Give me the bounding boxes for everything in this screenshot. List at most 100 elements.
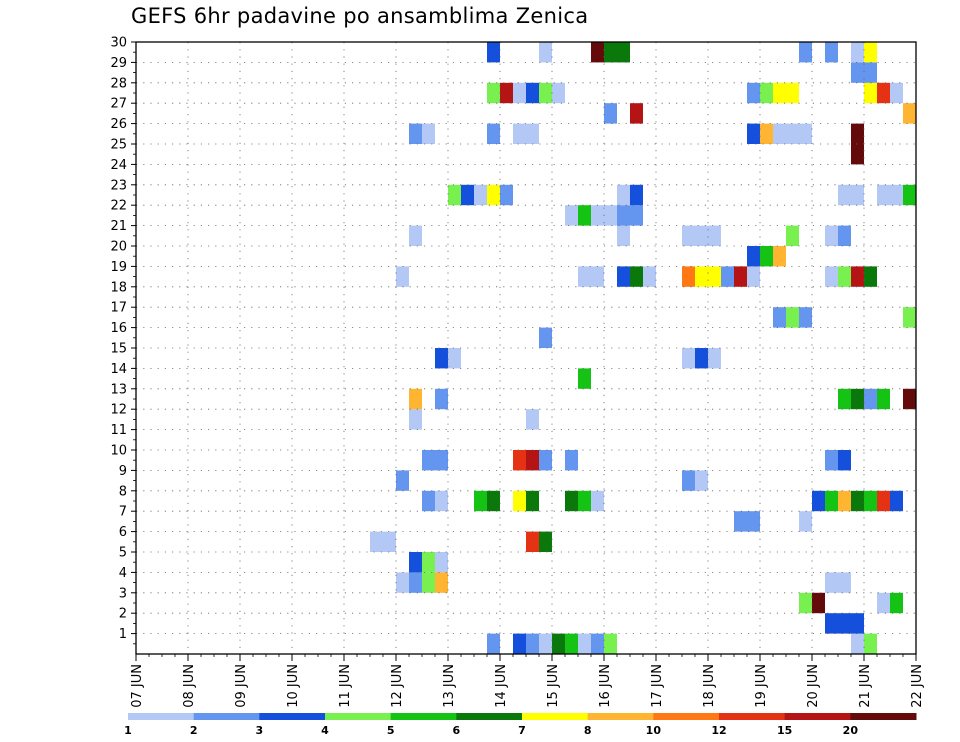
precip-cell — [604, 103, 617, 124]
color-legend: 1 2 3 4 5 6 7 8 10 12 15 20 — [124, 713, 917, 737]
precip-cell — [422, 490, 435, 512]
precip-cell — [487, 633, 500, 654]
precip-cell — [682, 266, 695, 287]
legend-label: 2 — [190, 724, 198, 737]
legend-label: 5 — [387, 724, 395, 737]
precip-cell — [617, 266, 630, 287]
precip-cell — [851, 490, 864, 512]
precip-cell — [435, 450, 448, 471]
precip-cell — [838, 613, 851, 634]
precip-cell — [695, 470, 708, 491]
legend-swatch — [784, 713, 851, 720]
precip-cell — [630, 103, 643, 124]
precip-cell — [773, 82, 786, 104]
precip-cell — [552, 633, 565, 654]
x-tick-label: 13 JUN — [442, 664, 457, 708]
precip-cell — [851, 42, 864, 63]
precip-cell — [435, 388, 448, 410]
precip-cell — [552, 82, 565, 104]
y-tick-label: 27 — [110, 97, 127, 112]
y-tick-label: 3 — [119, 586, 127, 601]
y-tick-label: 17 — [110, 301, 127, 316]
precip-cell — [630, 266, 643, 287]
precip-cell — [461, 184, 474, 206]
precip-cell — [591, 205, 604, 226]
precip-cell — [747, 82, 760, 104]
y-axis: 1234567891011121314151617181920212223242… — [110, 36, 136, 645]
legend-label: 20 — [843, 724, 859, 737]
precip-cell — [396, 470, 409, 491]
precip-cell — [838, 450, 851, 471]
precip-cell — [617, 42, 630, 63]
precip-cell — [513, 82, 526, 104]
precip-cell — [799, 592, 812, 614]
precip-cell — [877, 184, 890, 206]
precip-cell — [513, 450, 526, 471]
y-tick-label: 15 — [110, 342, 127, 357]
precip-cell — [734, 511, 747, 532]
precip-cell — [422, 123, 435, 144]
precip-cell — [448, 348, 461, 369]
precip-cell — [890, 82, 903, 104]
legend-swatch — [193, 713, 260, 720]
precip-cell — [825, 266, 838, 287]
legend-label: 12 — [711, 724, 726, 737]
precip-cell — [682, 225, 695, 246]
y-tick-label: 30 — [110, 36, 127, 51]
precip-cell — [864, 62, 877, 83]
precip-cell — [864, 388, 877, 410]
precip-cell — [799, 123, 812, 144]
x-tick-label: 12 JUN — [390, 664, 405, 708]
precip-cell — [799, 307, 812, 328]
precip-cell — [708, 348, 721, 369]
precip-cell — [890, 490, 903, 512]
x-tick-label: 15 JUN — [546, 664, 561, 708]
y-tick-label: 9 — [119, 464, 127, 479]
precip-cell — [747, 511, 760, 532]
legend-swatch — [259, 713, 326, 720]
precip-cell — [825, 490, 838, 512]
precip-cell — [838, 184, 851, 206]
legend-label: 10 — [646, 724, 662, 737]
precip-cell — [851, 123, 864, 144]
precip-cell — [526, 450, 539, 471]
precip-cell — [617, 184, 630, 206]
precip-cell — [890, 592, 903, 614]
precip-cell — [708, 266, 721, 287]
legend-label: 15 — [777, 724, 792, 737]
precip-cell — [851, 388, 864, 410]
precip-cell — [695, 225, 708, 246]
precip-cell — [487, 490, 500, 512]
precip-cell — [747, 123, 760, 144]
precip-cell — [864, 633, 877, 654]
y-tick-label: 14 — [110, 362, 127, 377]
precip-cell — [799, 42, 812, 63]
y-tick-label: 12 — [110, 403, 127, 418]
precip-cell — [578, 266, 591, 287]
x-tick-label: 08 JUN — [182, 664, 197, 708]
precip-cell — [890, 184, 903, 206]
y-tick-label: 22 — [110, 199, 127, 214]
precip-cell — [539, 450, 552, 471]
precip-cell — [578, 368, 591, 389]
precip-cell — [838, 388, 851, 410]
legend-swatch — [456, 713, 523, 720]
precip-cell — [825, 225, 838, 246]
precip-cell — [526, 633, 539, 654]
precip-cell — [487, 82, 500, 104]
precip-cell — [734, 266, 747, 287]
precip-cell — [591, 42, 604, 63]
chart-title: GEFS 6hr padavine po ansamblima Zenica — [131, 4, 589, 28]
precip-cell — [760, 246, 773, 267]
precip-cell — [747, 266, 760, 287]
precip-cell — [838, 266, 851, 287]
precip-cell — [903, 184, 916, 206]
precip-cell — [786, 82, 799, 104]
y-tick-label: 23 — [110, 178, 127, 193]
precip-cell — [500, 184, 513, 206]
x-tick-label: 10 JUN — [286, 664, 301, 708]
y-tick-label: 21 — [110, 219, 127, 234]
precip-cell — [409, 225, 422, 246]
grid-layer — [136, 42, 916, 654]
